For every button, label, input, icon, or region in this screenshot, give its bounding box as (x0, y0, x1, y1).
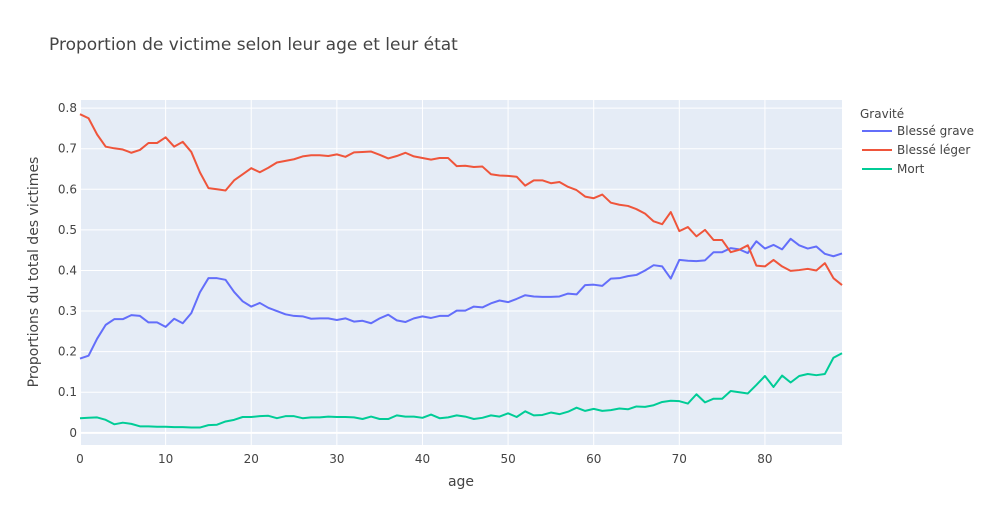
legend-item[interactable]: Blessé grave (862, 124, 974, 138)
y-axis-ticks: 0 0.1 0.2 0.3 0.4 0.5 0.6 0.7 0.8 (58, 101, 77, 440)
x-tick-label: 40 (415, 452, 430, 466)
y-tick-label: 0.6 (58, 182, 77, 196)
chart-title: Proportion de victime selon leur age et … (49, 35, 458, 55)
y-tick-label: 0.8 (58, 101, 77, 115)
series-line-1[interactable] (79, 113, 843, 286)
x-tick-label: 30 (329, 452, 344, 466)
y-tick-label: 0.4 (58, 263, 77, 277)
x-tick-label: 0 (76, 452, 84, 466)
x-tick-label: 10 (158, 452, 173, 466)
x-tick-label: 50 (500, 452, 515, 466)
gridlines (79, 100, 842, 445)
y-tick-label: 0.2 (58, 345, 77, 359)
series-line-0[interactable] (79, 237, 843, 360)
legend-item[interactable]: Blessé léger (862, 143, 970, 157)
legend-item[interactable]: Mort (862, 162, 925, 176)
x-axis-label: age (448, 474, 474, 490)
y-tick-label: 0.7 (58, 142, 77, 156)
series-lines (79, 113, 843, 429)
y-tick-label: 0.5 (58, 223, 77, 237)
legend: Gravité Blessé grave Blessé léger Mort (860, 107, 974, 176)
y-tick-label: 0 (69, 426, 77, 440)
legend-label: Mort (897, 162, 925, 176)
x-tick-label: 60 (586, 452, 601, 466)
x-tick-label: 70 (672, 452, 687, 466)
y-axis-label: Proportions du total des victimes (26, 157, 42, 388)
legend-title: Gravité (860, 107, 904, 121)
plot-area[interactable] (80, 100, 842, 445)
x-tick-label: 80 (757, 452, 772, 466)
y-tick-label: 0.1 (58, 385, 77, 399)
series-line-2[interactable] (79, 352, 843, 429)
x-tick-label: 20 (244, 452, 259, 466)
y-tick-label: 0.3 (58, 304, 77, 318)
legend-label: Blessé léger (897, 143, 970, 157)
legend-label: Blessé grave (897, 124, 974, 138)
x-axis-ticks: 0 10 20 30 40 50 60 70 80 (76, 452, 772, 466)
